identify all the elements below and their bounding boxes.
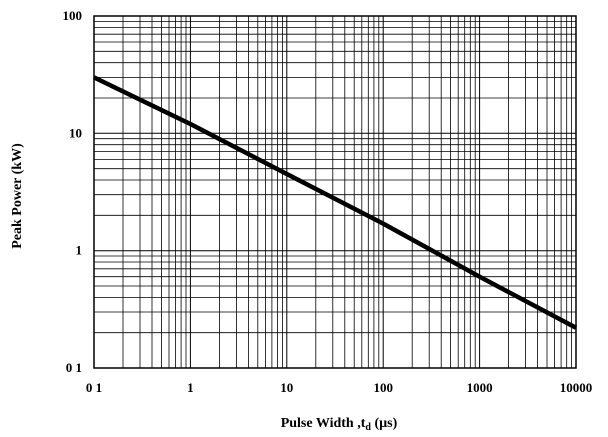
series-layer <box>93 75 578 330</box>
y-tick-label: 1 <box>76 243 83 258</box>
y-tick-label: 0 1 <box>66 360 82 375</box>
x-axis-title: Pulse Width ,td (µs) <box>281 416 398 433</box>
x-tick-label: 1000 <box>467 380 493 395</box>
y-tick-label: 10 <box>69 125 82 140</box>
x-tick-label: 10000 <box>560 380 593 395</box>
x-axis-title-subscript: d <box>365 422 371 433</box>
grid <box>93 16 576 369</box>
series-line <box>93 75 578 330</box>
x-tick-label: 1 <box>187 380 194 395</box>
x-axis-title-unit: (µs) <box>371 416 398 431</box>
y-tick-labels: 0 1 1 10 100 <box>63 8 83 375</box>
x-axis-title-main: Pulse Width ,t <box>281 416 366 431</box>
y-axis-title: Peak Power (kW) <box>10 143 25 249</box>
x-tick-label: 0 1 <box>86 380 102 395</box>
x-tick-labels: 0 1 1 10 100 1000 10000 <box>86 380 592 395</box>
y-tick-label: 100 <box>63 8 83 23</box>
x-tick-label: 10 <box>280 380 293 395</box>
plot-frame <box>93 15 577 369</box>
x-tick-label: 100 <box>373 380 393 395</box>
